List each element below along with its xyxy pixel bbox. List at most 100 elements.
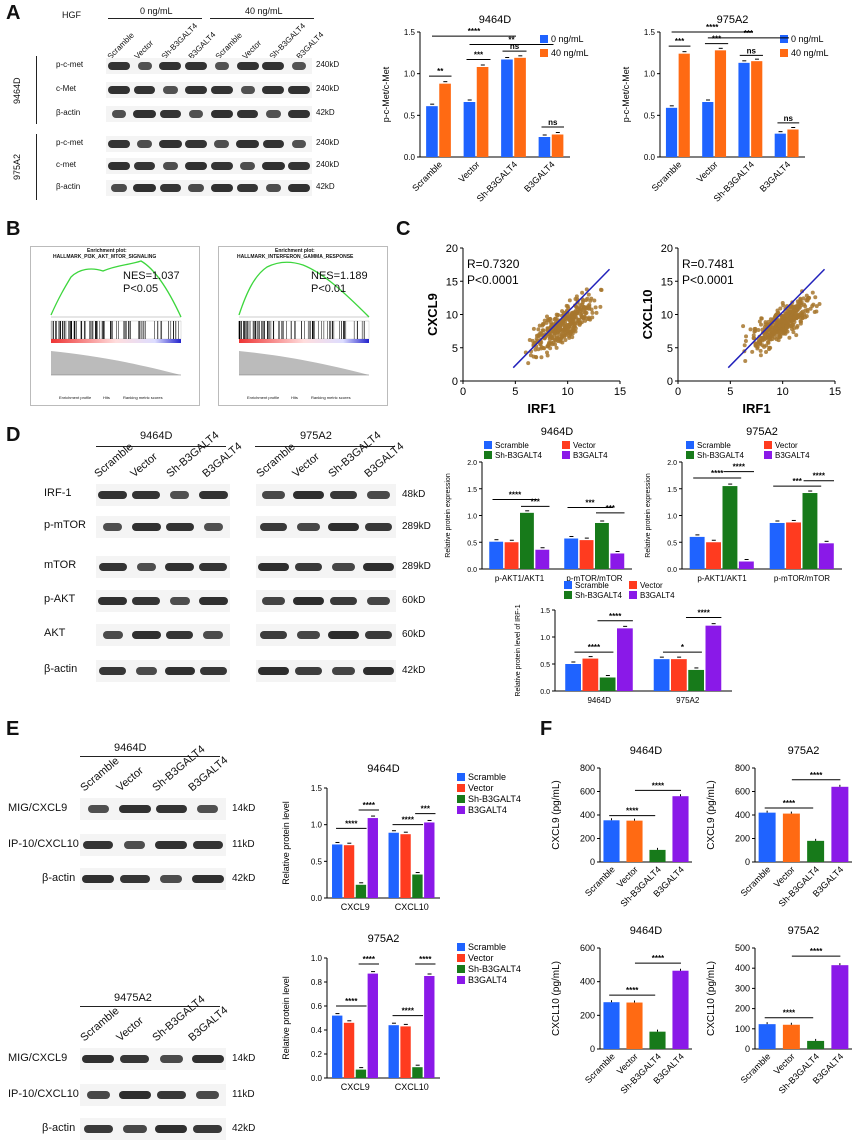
blot-band bbox=[262, 162, 285, 170]
scatter-point bbox=[572, 310, 577, 315]
blot-band bbox=[266, 110, 281, 118]
blot-band bbox=[107, 162, 131, 170]
x-tick-label: Scramble bbox=[650, 159, 684, 193]
x-tick-label: Scramble bbox=[410, 159, 444, 193]
blot-band bbox=[295, 667, 322, 675]
chart-title: 9464D bbox=[630, 925, 662, 937]
blot-band bbox=[257, 563, 290, 571]
chart-title: 975A2 bbox=[368, 933, 400, 945]
sig-label: **** bbox=[588, 643, 601, 652]
blot-row-label: MIG/CXCL9 bbox=[8, 802, 68, 814]
blot-strip bbox=[106, 82, 312, 98]
cell-label: 9475A2 bbox=[114, 992, 152, 1004]
sig-label: **** bbox=[363, 955, 376, 964]
blot-band bbox=[199, 563, 228, 571]
mw-marker: 42kD bbox=[402, 665, 426, 676]
legend-swatch bbox=[629, 591, 637, 599]
blot-band bbox=[327, 523, 360, 531]
legend-label: B3GALT4 bbox=[468, 805, 507, 815]
scatter-point bbox=[541, 345, 546, 350]
scatter-point bbox=[766, 336, 771, 341]
scatter-point bbox=[546, 342, 551, 347]
cell-bracket bbox=[80, 756, 220, 757]
scatter-point bbox=[568, 322, 573, 327]
blot-band bbox=[327, 631, 360, 639]
blot-row-label: IRF-1 bbox=[44, 487, 72, 499]
chart-a-975a2: 975A2 0.0 0.5 1.0 1.5 p-c-Met/c-Met Scramble Ve… bbox=[621, 14, 829, 204]
y-tick-label: 0.2 bbox=[311, 1050, 323, 1059]
scatter-point bbox=[549, 340, 554, 345]
blot-band bbox=[122, 1125, 147, 1133]
sig-label: **** bbox=[363, 801, 376, 810]
scatter-point bbox=[777, 323, 782, 328]
scatter-point bbox=[570, 335, 575, 340]
gsea-title: Enrichment plot: bbox=[87, 248, 127, 254]
blot-strip bbox=[106, 136, 312, 152]
blot-strip bbox=[256, 590, 396, 612]
mw-marker: 240kD bbox=[316, 60, 340, 69]
x-tick-label: 5 bbox=[727, 386, 733, 398]
nes-value: NES=1.189 bbox=[311, 270, 368, 282]
bar bbox=[649, 1031, 666, 1049]
scatter-point bbox=[770, 337, 775, 342]
blot-band bbox=[196, 1091, 220, 1099]
legend-item: Ranking metric scores bbox=[311, 395, 351, 400]
lane-label: Scramble bbox=[78, 1004, 122, 1044]
bar bbox=[582, 658, 599, 691]
scatter-point bbox=[817, 302, 822, 307]
bar bbox=[802, 493, 818, 569]
legend-label: Scramble bbox=[575, 581, 609, 590]
bar bbox=[626, 820, 643, 862]
blot-band bbox=[184, 162, 208, 170]
blot-row-label: MIG/CXCL9 bbox=[8, 1052, 68, 1064]
chart-title: 975A2 bbox=[746, 426, 778, 438]
scatter-point bbox=[801, 296, 806, 301]
y-axis-label: CXCL9 (pg/mL) bbox=[551, 780, 562, 849]
blot-band bbox=[132, 491, 161, 499]
blot-row-label: IP-10/CXCL10 bbox=[8, 838, 79, 850]
scatter-point bbox=[808, 306, 813, 311]
scatter-point bbox=[569, 310, 574, 315]
y-tick-label: 1.5 bbox=[311, 784, 323, 793]
blot-band bbox=[170, 491, 190, 499]
blot-row-label: IP-10/CXCL10 bbox=[8, 1088, 79, 1100]
blot-strip bbox=[106, 158, 312, 174]
sig-label: ns bbox=[747, 46, 757, 55]
scatter-point bbox=[588, 298, 593, 303]
blot-row-label: β-actin bbox=[44, 663, 78, 675]
blot-band bbox=[203, 523, 223, 531]
bar bbox=[689, 536, 705, 569]
blot-strip bbox=[80, 798, 226, 820]
sig-label: * bbox=[681, 643, 685, 652]
chart-title: 9464D bbox=[479, 14, 511, 26]
legend-swatch bbox=[457, 943, 465, 951]
x-tick-label: 9464D bbox=[587, 696, 611, 705]
cell-label: 975A2 bbox=[300, 430, 332, 442]
y-tick-label: 1.5 bbox=[644, 28, 656, 37]
bar bbox=[769, 522, 785, 569]
bar bbox=[626, 1002, 643, 1049]
x-tick-label: Scramble bbox=[739, 864, 773, 898]
blot-row-label: β-actin bbox=[42, 1122, 76, 1134]
blot-band bbox=[192, 841, 223, 849]
bar bbox=[818, 543, 834, 569]
scatter-point bbox=[586, 292, 591, 297]
scatter-point bbox=[751, 336, 756, 341]
legend-label: Sh-B3GALT4 bbox=[495, 451, 543, 460]
sig-label: **** bbox=[706, 23, 719, 32]
legend-swatch bbox=[540, 49, 548, 57]
blot-band bbox=[188, 110, 204, 118]
legend-label: Scramble bbox=[495, 441, 529, 450]
p-value: P<0.05 bbox=[123, 283, 159, 295]
scatter-point bbox=[800, 315, 805, 320]
bar bbox=[831, 965, 849, 1049]
scatter-point bbox=[594, 310, 599, 315]
blot-band bbox=[111, 184, 127, 192]
sig-label: **** bbox=[626, 807, 639, 816]
legend-swatch bbox=[457, 795, 465, 803]
blot-band bbox=[329, 491, 358, 499]
x-tick-label: CXCL10 bbox=[395, 902, 429, 912]
blot-band bbox=[118, 1091, 151, 1099]
y-tick-label: 0.0 bbox=[667, 567, 677, 574]
